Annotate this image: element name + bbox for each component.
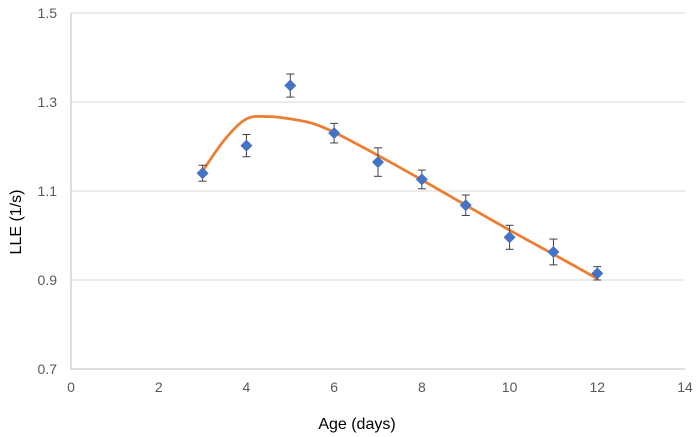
y-tick-label: 0.9	[38, 272, 58, 288]
x-tick-label: 8	[418, 379, 426, 395]
y-tick-label: 1.1	[38, 183, 58, 199]
y-tick-labels: 0.7 0.9 1.1 1.3 1.5	[38, 5, 58, 377]
gridlines	[71, 12, 685, 281]
data-point-diamond	[284, 79, 297, 92]
trend-line-series	[201, 114, 599, 281]
data-point-diamond	[372, 156, 384, 169]
data-point-diamond	[591, 267, 604, 280]
y-tick-label: 0.7	[38, 361, 58, 377]
data-point-diamond	[328, 127, 341, 140]
data-point-diamond	[415, 173, 428, 186]
x-tick-label: 14	[677, 379, 693, 395]
trend-line	[201, 114, 599, 281]
y-axis-title: LLE (1/s)	[8, 190, 25, 255]
x-tick-label: 0	[67, 379, 75, 395]
data-point-diamond	[459, 199, 472, 212]
x-tick-label: 10	[502, 379, 518, 395]
y-tick-label: 1.5	[38, 5, 58, 21]
data-point-diamond	[196, 167, 209, 180]
error-bars	[198, 73, 602, 281]
y-tick-label: 1.3	[38, 94, 58, 110]
x-axis-title: Age (days)	[318, 416, 395, 433]
x-tick-label: 6	[330, 379, 338, 395]
data-point-diamond	[547, 245, 560, 258]
x-tick-label: 12	[589, 379, 605, 395]
data-point-diamond	[503, 231, 516, 244]
axes	[70, 13, 685, 370]
data-point-diamond	[240, 139, 253, 152]
x-tick-labels: 0 2 4 6 8 10 12 14	[67, 379, 693, 395]
data-points	[196, 79, 604, 280]
x-tick-label: 4	[243, 379, 251, 395]
x-tick-label: 2	[155, 379, 163, 395]
